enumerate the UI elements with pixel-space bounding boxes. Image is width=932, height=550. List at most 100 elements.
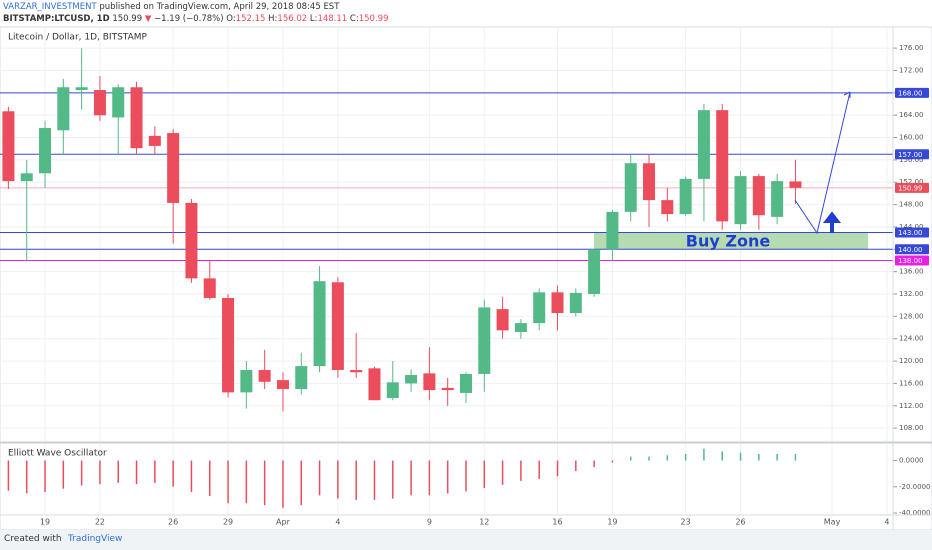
brand[interactable]: TradingView: [68, 534, 123, 544]
candle-body: [39, 128, 52, 174]
candle-body: [112, 87, 125, 118]
x-tick-label: 4: [884, 518, 889, 527]
y-tick-label: 152.00: [899, 178, 924, 186]
candle-body: [313, 281, 326, 367]
level-tag-label: 140.00: [898, 246, 923, 254]
y-tick-label: 148.00: [899, 201, 924, 209]
candle-body: [771, 181, 784, 217]
main-pane-title: Litecoin / Dollar, 1D, BITSTAMP: [8, 33, 148, 43]
projection-arrowhead: [843, 91, 851, 98]
candle-body: [240, 370, 253, 393]
level-tag-label: 157.00: [898, 151, 923, 159]
candle-body: [789, 181, 802, 188]
candle-body: [295, 366, 308, 390]
open-label: O:: [226, 14, 236, 24]
candle-body: [93, 90, 106, 116]
x-tick-label: 26: [735, 518, 745, 527]
candle-body: [350, 370, 363, 373]
y-tick-label: 0.0000: [899, 457, 924, 465]
y-tick-label: 136.00: [899, 268, 924, 276]
last: 150.99: [112, 14, 143, 24]
published: published on TradingView.com, April 29, …: [99, 2, 340, 12]
candle-body: [533, 292, 546, 324]
x-tick-label: 16: [552, 518, 562, 527]
level-tag: [895, 227, 929, 238]
y-tick-label: -40.0000: [899, 509, 930, 517]
y-tick-label: 164.00: [899, 111, 924, 119]
y-tick-label: 160.00: [899, 134, 924, 142]
candle-body: [496, 309, 509, 331]
direction: ▼: [144, 14, 152, 24]
candle-body: [716, 110, 729, 222]
y-tick-label: 120.00: [899, 357, 924, 365]
y-tick-label: 132.00: [899, 290, 924, 298]
quote-line: BITSTAMP:LTCUSD, 1D 150.99 ▼ −1.19 (−0.7…: [3, 14, 388, 24]
header: VARZAR_INVESTMENT published on TradingVi…: [0, 0, 932, 26]
candle-body: [734, 176, 747, 225]
candle-body: [441, 387, 454, 391]
buy-zone: [594, 232, 868, 250]
candle-body: [386, 382, 399, 398]
y-tick-label: 172.00: [899, 66, 924, 74]
publish-line: VARZAR_INVESTMENT published on TradingVi…: [3, 2, 339, 12]
candle-body: [679, 178, 692, 215]
candle-body: [478, 307, 491, 374]
candle-body: [185, 202, 198, 279]
author[interactable]: VARZAR_INVESTMENT: [3, 2, 97, 12]
open: 152.15: [235, 14, 266, 24]
low: 148.11: [317, 14, 348, 24]
candle-body: [20, 173, 33, 182]
level-tag-label: 143.00: [898, 229, 923, 237]
candle-body: [57, 87, 70, 131]
y-tick-label: -20.0000: [899, 483, 930, 491]
candle-body: [203, 278, 216, 298]
candle-body: [514, 323, 527, 333]
chart: 19 22 26 29 Apr 4 9 12 16 19 23 26 May 4 108.00 112.00 1…: [0, 26, 932, 530]
candle-body: [752, 176, 765, 216]
y-tick-label: 108.00: [899, 424, 924, 432]
level-tag: [895, 182, 929, 193]
footer: Created with TradingView: [0, 530, 932, 550]
high: 156.02: [277, 14, 308, 24]
candle-body: [2, 111, 15, 182]
level-tag: [895, 149, 929, 160]
level-tag: [895, 255, 929, 266]
x-tick-label: 4: [335, 518, 340, 527]
candle-body: [661, 200, 674, 215]
up-arrow: [822, 211, 842, 233]
candle-body: [331, 282, 344, 371]
y-tick-label: 156.00: [899, 156, 924, 164]
candle-body: [551, 292, 564, 314]
candle-body: [258, 370, 271, 382]
candle-body: [569, 292, 582, 314]
candle-body: [459, 373, 472, 393]
change: −1.19 (−0.78%): [154, 14, 224, 24]
y-tick-label: 144.00: [899, 223, 924, 231]
projection-line: [794, 91, 851, 235]
close: 150.99: [358, 14, 389, 24]
candle-body: [222, 297, 235, 393]
x-tick-label: 29: [223, 518, 233, 527]
level-tag: [895, 87, 929, 98]
candle-body: [588, 249, 601, 295]
close-label: C:: [349, 14, 359, 24]
candle-body: [405, 375, 418, 384]
candle-body: [130, 87, 143, 149]
candle-body: [167, 133, 180, 203]
candle-body: [606, 211, 619, 250]
x-tick-label: 12: [479, 518, 489, 527]
x-tick-label: 23: [681, 518, 691, 527]
candle-body: [423, 373, 436, 391]
x-tick-label: 19: [40, 518, 50, 527]
y-tick-label: 124.00: [899, 335, 924, 343]
x-tick-label: 26: [168, 518, 178, 527]
oscillator-title: Elliott Wave Oscillator: [8, 449, 107, 459]
candle-body: [368, 368, 381, 401]
candle-body: [75, 87, 88, 91]
candle-body: [624, 163, 637, 212]
level-tag-label: 138.00: [898, 257, 923, 265]
x-tick-label: 22: [95, 518, 105, 527]
candle-body: [643, 163, 656, 201]
x-tick-label: May: [824, 518, 841, 527]
